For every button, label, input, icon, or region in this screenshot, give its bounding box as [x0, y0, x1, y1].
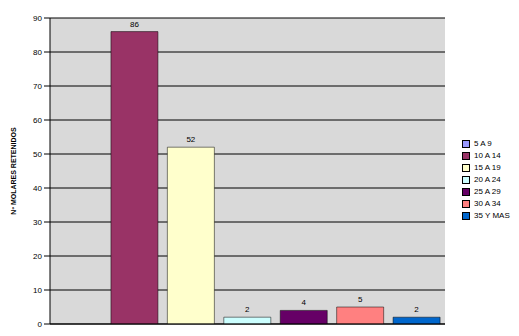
- svg-text:4: 4: [302, 298, 307, 307]
- svg-text:90: 90: [33, 14, 42, 23]
- html-text:25 A 29: 25 A 29: [474, 187, 501, 196]
- svg-text:10: 10: [33, 286, 42, 295]
- svg-text:Nº MOLARES RETENIDOS: Nº MOLARES RETENIDOS: [10, 127, 17, 215]
- svg-text:40: 40: [33, 184, 42, 193]
- svg-text:2: 2: [245, 305, 250, 314]
- html-text:35 Y MAS: 35 Y MAS: [474, 211, 510, 220]
- svg-text:70: 70: [33, 82, 42, 91]
- svg-text:30: 30: [33, 218, 42, 227]
- html-text:20 A 24: 20 A 24: [474, 175, 501, 184]
- svg-text:60: 60: [33, 116, 42, 125]
- html-text:15 A 19: 15 A 19: [474, 163, 501, 172]
- svg-text:50: 50: [33, 150, 42, 159]
- svg-text:80: 80: [33, 48, 42, 57]
- svg-text:20: 20: [33, 252, 42, 261]
- svg-text:52: 52: [186, 135, 195, 144]
- svg-text:86: 86: [130, 20, 139, 29]
- svg-text:5: 5: [358, 295, 363, 304]
- html-text:30 A 34: 30 A 34: [474, 199, 501, 208]
- html-text:5 A 9: 5 A 9: [474, 139, 492, 148]
- html-text:10 A 14: 10 A 14: [474, 151, 501, 160]
- svg-text:0: 0: [38, 320, 43, 329]
- svg-text:2: 2: [414, 305, 419, 314]
